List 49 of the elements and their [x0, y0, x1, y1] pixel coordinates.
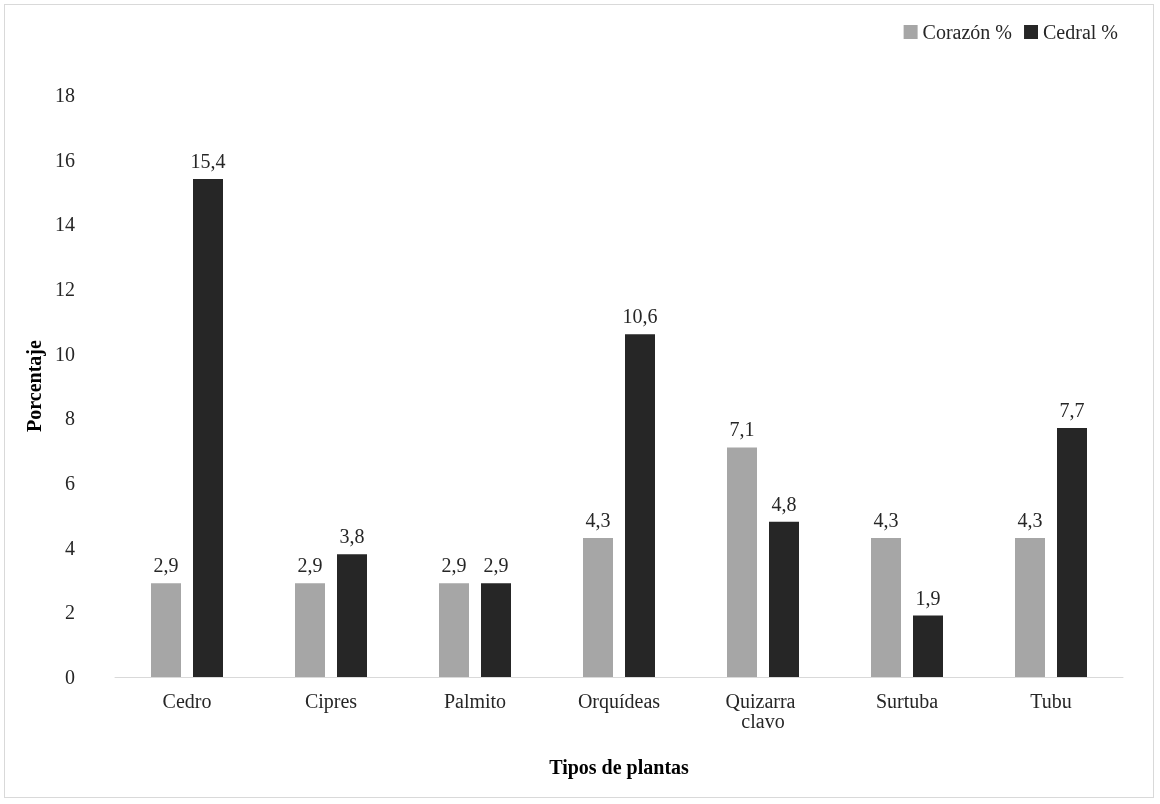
- data-label: 3,8: [339, 525, 365, 548]
- legend-label: Cedral %: [1043, 21, 1119, 43]
- x-tick-label: Quizarra clavo: [725, 690, 801, 732]
- data-label: 4,8: [771, 492, 797, 515]
- x-tick-label: Cedro: [162, 690, 212, 712]
- data-label: 4,3: [873, 508, 899, 531]
- data-label: 2,9: [441, 554, 467, 577]
- data-label: 2,9: [153, 554, 179, 577]
- x-tick-label: Surtuba: [875, 690, 939, 712]
- data-label: 2,9: [297, 554, 323, 577]
- bar: [193, 179, 223, 677]
- bar: [769, 521, 799, 677]
- bar: [151, 583, 181, 677]
- x-tick-label: Tubu: [1030, 690, 1072, 712]
- x-tick-label: Orquídeas: [577, 690, 661, 713]
- y-tick-label: 8: [65, 407, 75, 430]
- bar: [481, 583, 511, 677]
- y-tick-label: 18: [55, 84, 75, 106]
- bar: [1015, 537, 1045, 677]
- y-tick-label: 0: [65, 666, 75, 688]
- data-label: 1,9: [915, 586, 941, 609]
- bar: [913, 615, 943, 677]
- bar: [871, 537, 901, 677]
- y-tick-label: 14: [55, 213, 75, 236]
- y-axis-title: Porcentaje: [23, 339, 47, 432]
- data-label: 4,3: [585, 508, 611, 531]
- x-tick-label: Cipres: [304, 690, 358, 713]
- bar: [727, 447, 757, 677]
- data-label: 10,6: [622, 305, 658, 328]
- y-tick-label: 16: [55, 148, 75, 171]
- bar: [625, 334, 655, 677]
- y-tick-label: 6: [65, 472, 75, 494]
- bar: [337, 554, 367, 677]
- data-label: 15,4: [190, 150, 226, 173]
- data-label: 7,7: [1059, 399, 1085, 422]
- y-tick-label: 12: [55, 278, 75, 300]
- bar: [1057, 428, 1087, 677]
- data-label: 4,3: [1017, 508, 1043, 531]
- y-tick-label: 2: [65, 601, 75, 624]
- bar: [295, 583, 325, 677]
- y-tick-label: 4: [65, 536, 75, 559]
- data-label: 7,1: [729, 418, 755, 441]
- bar: [439, 583, 469, 677]
- bar: [583, 537, 613, 677]
- legend-label: Corazón %: [922, 21, 1013, 43]
- data-label: 2,9: [483, 554, 509, 577]
- x-tick-label: Palmito: [443, 690, 507, 712]
- x-axis-title: Tipos de plantas: [549, 756, 690, 779]
- y-tick-label: 10: [55, 342, 75, 365]
